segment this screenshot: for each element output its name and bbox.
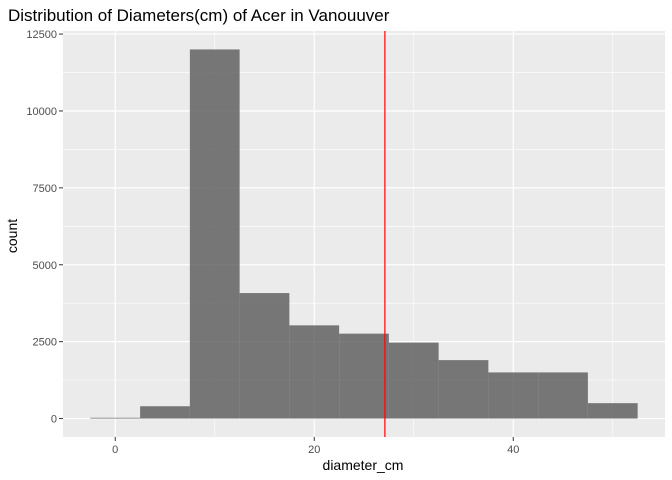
histogram-bar <box>438 360 489 419</box>
histogram-bar <box>538 372 588 419</box>
histogram-bar <box>488 372 539 419</box>
y-tick-label: 0 <box>51 414 57 426</box>
y-tick-label: 12500 <box>26 29 57 41</box>
x-axis-label: diameter_cm <box>323 457 404 473</box>
histogram-bars <box>90 49 638 419</box>
y-tick-label: 10000 <box>26 106 57 118</box>
chart-title: Distribution of Diameters(cm) of Acer in… <box>8 6 390 25</box>
histogram-bar <box>587 403 638 419</box>
histogram-bar <box>289 325 340 419</box>
y-tick-label: 7500 <box>33 183 57 195</box>
x-tick-label: 20 <box>308 444 320 456</box>
y-tick-label: 5000 <box>33 260 57 272</box>
x-tick-label: 40 <box>507 444 519 456</box>
histogram-bar <box>90 417 141 419</box>
histogram-bar <box>339 333 389 419</box>
histogram-bar <box>239 293 290 419</box>
y-tick-label: 2500 <box>33 337 57 349</box>
histogram-bar <box>189 49 240 419</box>
x-tick-label: 0 <box>112 444 118 456</box>
y-axis-label: count <box>4 219 20 253</box>
y-axis: 0 2500 5000 7500 10000 12500 <box>26 29 63 426</box>
histogram-bar <box>388 342 439 419</box>
x-axis: 0 20 40 <box>112 437 519 456</box>
histogram-bar <box>140 406 190 419</box>
